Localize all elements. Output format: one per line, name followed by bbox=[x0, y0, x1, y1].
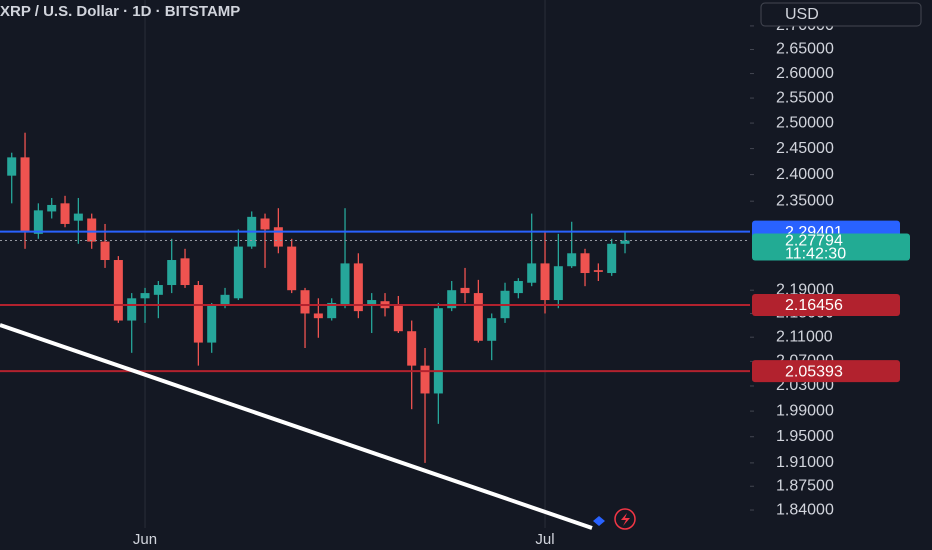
candle-body bbox=[487, 318, 497, 341]
candle-body bbox=[233, 246, 243, 299]
candle-body bbox=[7, 157, 17, 176]
chart-title: XRP / U.S. Dollar · 1D · BITSTAMP bbox=[0, 3, 240, 20]
flash-icon bbox=[614, 508, 636, 530]
y-tick-label: 2.65000 bbox=[776, 41, 834, 58]
candle-body bbox=[420, 365, 430, 394]
candle-body bbox=[433, 308, 443, 394]
countdown-label: 11:42:30 bbox=[785, 246, 846, 263]
y-tick-label: 1.84000 bbox=[776, 501, 834, 518]
flash-bolt bbox=[621, 513, 630, 526]
currency-button[interactable] bbox=[760, 2, 922, 27]
price-axis bbox=[750, 0, 932, 550]
y-tick-label: 2.55000 bbox=[776, 89, 834, 106]
candle-body bbox=[527, 263, 537, 283]
candle-body bbox=[33, 210, 43, 234]
price-label-box bbox=[752, 360, 900, 383]
candle-body bbox=[393, 305, 403, 332]
candle-body bbox=[567, 253, 577, 267]
price-label: 2.05393 bbox=[785, 363, 843, 380]
candle-body bbox=[87, 218, 97, 242]
y-tick-label: 2.50000 bbox=[776, 114, 834, 131]
candle-body bbox=[407, 331, 417, 366]
candle-body bbox=[620, 240, 630, 244]
candle-body bbox=[153, 285, 163, 295]
last-price-box bbox=[752, 233, 910, 261]
candle-body bbox=[447, 290, 457, 309]
marker-icon bbox=[593, 516, 605, 526]
y-tick-label: 1.95000 bbox=[776, 428, 834, 445]
candle-body bbox=[553, 266, 563, 301]
candle-body bbox=[300, 290, 310, 314]
candle-body bbox=[340, 263, 350, 306]
y-tick-label: 2.45000 bbox=[776, 140, 834, 157]
candle-body bbox=[127, 298, 137, 321]
x-tick-label: Jun bbox=[133, 531, 157, 548]
candle-body bbox=[580, 253, 590, 274]
candle-body bbox=[47, 204, 57, 212]
candle-body bbox=[353, 263, 363, 312]
candle-body bbox=[220, 294, 230, 306]
trend-line bbox=[0, 323, 593, 530]
candle-body bbox=[367, 300, 377, 306]
candle-body bbox=[513, 281, 523, 294]
candle-body bbox=[113, 260, 123, 321]
y-tick-label: 1.87500 bbox=[776, 477, 834, 494]
currency-label[interactable]: USD bbox=[785, 6, 819, 23]
y-tick-label: 1.91000 bbox=[776, 454, 834, 471]
candle-body bbox=[260, 218, 270, 230]
candle-body bbox=[207, 305, 217, 343]
candle-body bbox=[313, 313, 323, 319]
plot-area bbox=[0, 132, 750, 463]
candle-body bbox=[60, 203, 70, 224]
candle-body bbox=[100, 241, 110, 261]
candle-body bbox=[607, 243, 617, 274]
y-tick-label: 2.35000 bbox=[776, 192, 834, 209]
candle-body bbox=[73, 213, 83, 221]
candle-body bbox=[167, 260, 177, 286]
last-price-label: 2.27794 bbox=[785, 233, 843, 250]
candle-body bbox=[140, 293, 150, 299]
price-label-box bbox=[752, 293, 900, 316]
y-tick-label: 1.99000 bbox=[776, 402, 834, 419]
y-tick-label: 2.11000 bbox=[776, 328, 833, 345]
candle-body bbox=[593, 270, 603, 272]
candle-body bbox=[287, 246, 297, 291]
x-tick-label: Jul bbox=[535, 531, 554, 548]
y-tick-label: 2.40000 bbox=[776, 166, 834, 183]
candle-body bbox=[180, 258, 190, 286]
candle-body bbox=[460, 287, 470, 294]
candle-body bbox=[473, 293, 483, 341]
candle-body bbox=[273, 227, 283, 247]
candle-body bbox=[193, 285, 203, 343]
candle-body bbox=[540, 263, 550, 301]
candle-body bbox=[327, 302, 337, 319]
candle-body bbox=[20, 157, 30, 232]
price-label: 2.16456 bbox=[785, 297, 843, 314]
price-axis-labels: 2.700002.650002.600002.550002.500002.450… bbox=[750, 17, 910, 518]
y-tick-label: 2.60000 bbox=[776, 65, 834, 82]
